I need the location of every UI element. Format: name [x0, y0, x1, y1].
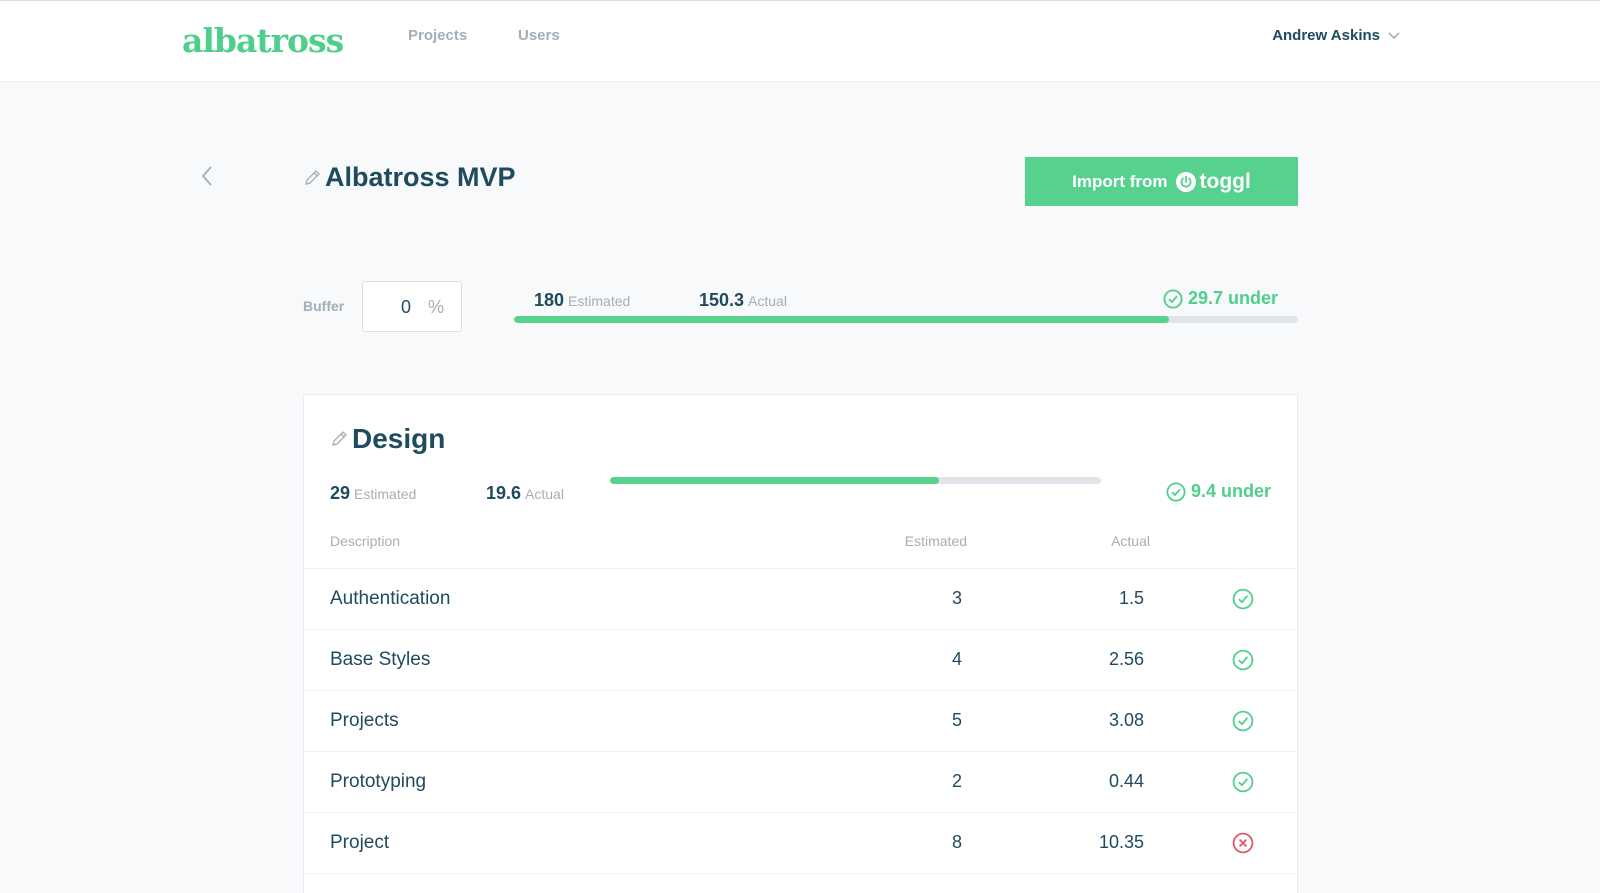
table-row[interactable]: Project 8 10.35 — [304, 812, 1297, 873]
section-actual-value: 19.6 — [486, 483, 522, 503]
section-estimated-label: Estimated — [354, 486, 417, 502]
project-title[interactable]: Albatross MVP — [325, 162, 516, 192]
design-section-card: Design 29 Estimated 19.6 Actual 9.4 under … — [303, 394, 1298, 893]
section-estimated-value: 29 — [330, 483, 351, 503]
row-description[interactable]: Prototyping — [330, 771, 427, 792]
total-estimated: 180 Estimated — [534, 290, 630, 311]
albatross-logo[interactable]: albatross — [182, 21, 344, 60]
toggl-logo: toggl — [1175, 169, 1251, 194]
table-row[interactable]: Authentication 3 1.5 — [304, 568, 1297, 629]
section-title-area: Design — [330, 423, 445, 455]
user-menu[interactable]: Andrew Askins — [1272, 27, 1400, 44]
row-description[interactable]: Base Styles — [330, 649, 431, 670]
total-status-text: 29.7 under — [1187, 288, 1278, 308]
section-progress-fill — [610, 477, 939, 484]
import-from-toggl-button[interactable]: Import from toggl — [1025, 157, 1298, 206]
section-status-text: 9.4 under — [1190, 481, 1271, 501]
buffer-unit: % — [428, 297, 445, 317]
user-name: Andrew Askins — [1272, 27, 1380, 44]
pencil-icon[interactable] — [303, 169, 321, 187]
row-estimated[interactable]: 3 — [951, 588, 962, 608]
total-estimated-label: Estimated — [568, 293, 631, 309]
chevron-down-icon — [1388, 31, 1400, 39]
row-estimated[interactable]: 4 — [951, 649, 962, 669]
section-actual: 19.6 Actual — [486, 483, 564, 504]
section-progress-bar — [610, 477, 1101, 484]
section-status: 9.4 under — [1166, 481, 1271, 502]
row-actual: 10.35 — [1098, 832, 1144, 852]
row-estimated[interactable]: 5 — [951, 710, 962, 730]
section-estimated: 29 Estimated — [330, 483, 416, 504]
row-description[interactable]: Project — [330, 832, 390, 853]
row-actual: 1.5 — [1118, 588, 1144, 608]
row-actual: 0.44 — [1108, 771, 1144, 791]
row-estimated[interactable]: 8 — [951, 832, 962, 852]
row-description[interactable]: Authentication — [330, 588, 451, 609]
table-row[interactable]: Prototyping 2 0.44 — [304, 751, 1297, 812]
row-estimated[interactable]: 2 — [951, 771, 962, 791]
total-progress-bar — [514, 316, 1298, 323]
task-list: Authentication 3 1.5 Base Styles 4 2.56 … — [304, 568, 1297, 893]
buffer-input[interactable]: 0 % — [362, 281, 462, 332]
back-button[interactable] — [200, 165, 220, 189]
total-progress-fill — [514, 316, 1169, 323]
section-title[interactable]: Design — [352, 423, 446, 454]
nav-projects-link[interactable]: Projects — [408, 27, 468, 44]
power-icon — [1175, 171, 1196, 192]
check-circle-icon — [1232, 588, 1254, 610]
check-circle-icon — [1232, 771, 1254, 793]
x-circle-icon — [1232, 832, 1254, 854]
buffer-label: Buffer — [303, 298, 345, 314]
nav-users-link[interactable]: Users — [518, 27, 560, 44]
row-actual: 2.56 — [1108, 649, 1144, 669]
pencil-icon[interactable] — [330, 430, 348, 448]
column-header-actual: Actual — [1111, 533, 1150, 549]
total-actual: 150.3 Actual — [699, 290, 787, 311]
check-circle-icon — [1232, 710, 1254, 732]
table-row[interactable]: Base Styles 4 2.56 — [304, 629, 1297, 690]
row-actual: 3.08 — [1108, 710, 1144, 730]
toggl-wordmark: toggl — [1199, 169, 1251, 193]
column-header-description: Description — [330, 533, 401, 549]
check-circle-icon — [1163, 288, 1183, 309]
row-description[interactable]: Projects — [330, 710, 399, 731]
total-status: 29.7 under — [1163, 288, 1278, 309]
total-estimated-value: 180 — [534, 290, 565, 310]
chevron-left-icon — [201, 166, 212, 186]
table-row[interactable]: Projects 5 3.08 — [304, 690, 1297, 751]
check-circle-icon — [1166, 481, 1186, 502]
top-navigation-bar: albatross Projects Users Andrew Askins — [0, 0, 1600, 82]
column-header-estimated: Estimated — [904, 533, 967, 549]
import-button-label: Import from — [1072, 171, 1168, 191]
section-actual-label: Actual — [525, 486, 564, 502]
project-totals: 180 Estimated 150.3 Actual 29.7 under — [514, 286, 1298, 326]
total-actual-label: Actual — [748, 293, 787, 309]
check-circle-icon — [1232, 649, 1254, 671]
buffer-value: 0 — [401, 297, 412, 317]
total-actual-value: 150.3 — [699, 290, 745, 310]
table-row[interactable] — [304, 873, 1297, 893]
project-title-area: Albatross MVP — [303, 162, 516, 193]
